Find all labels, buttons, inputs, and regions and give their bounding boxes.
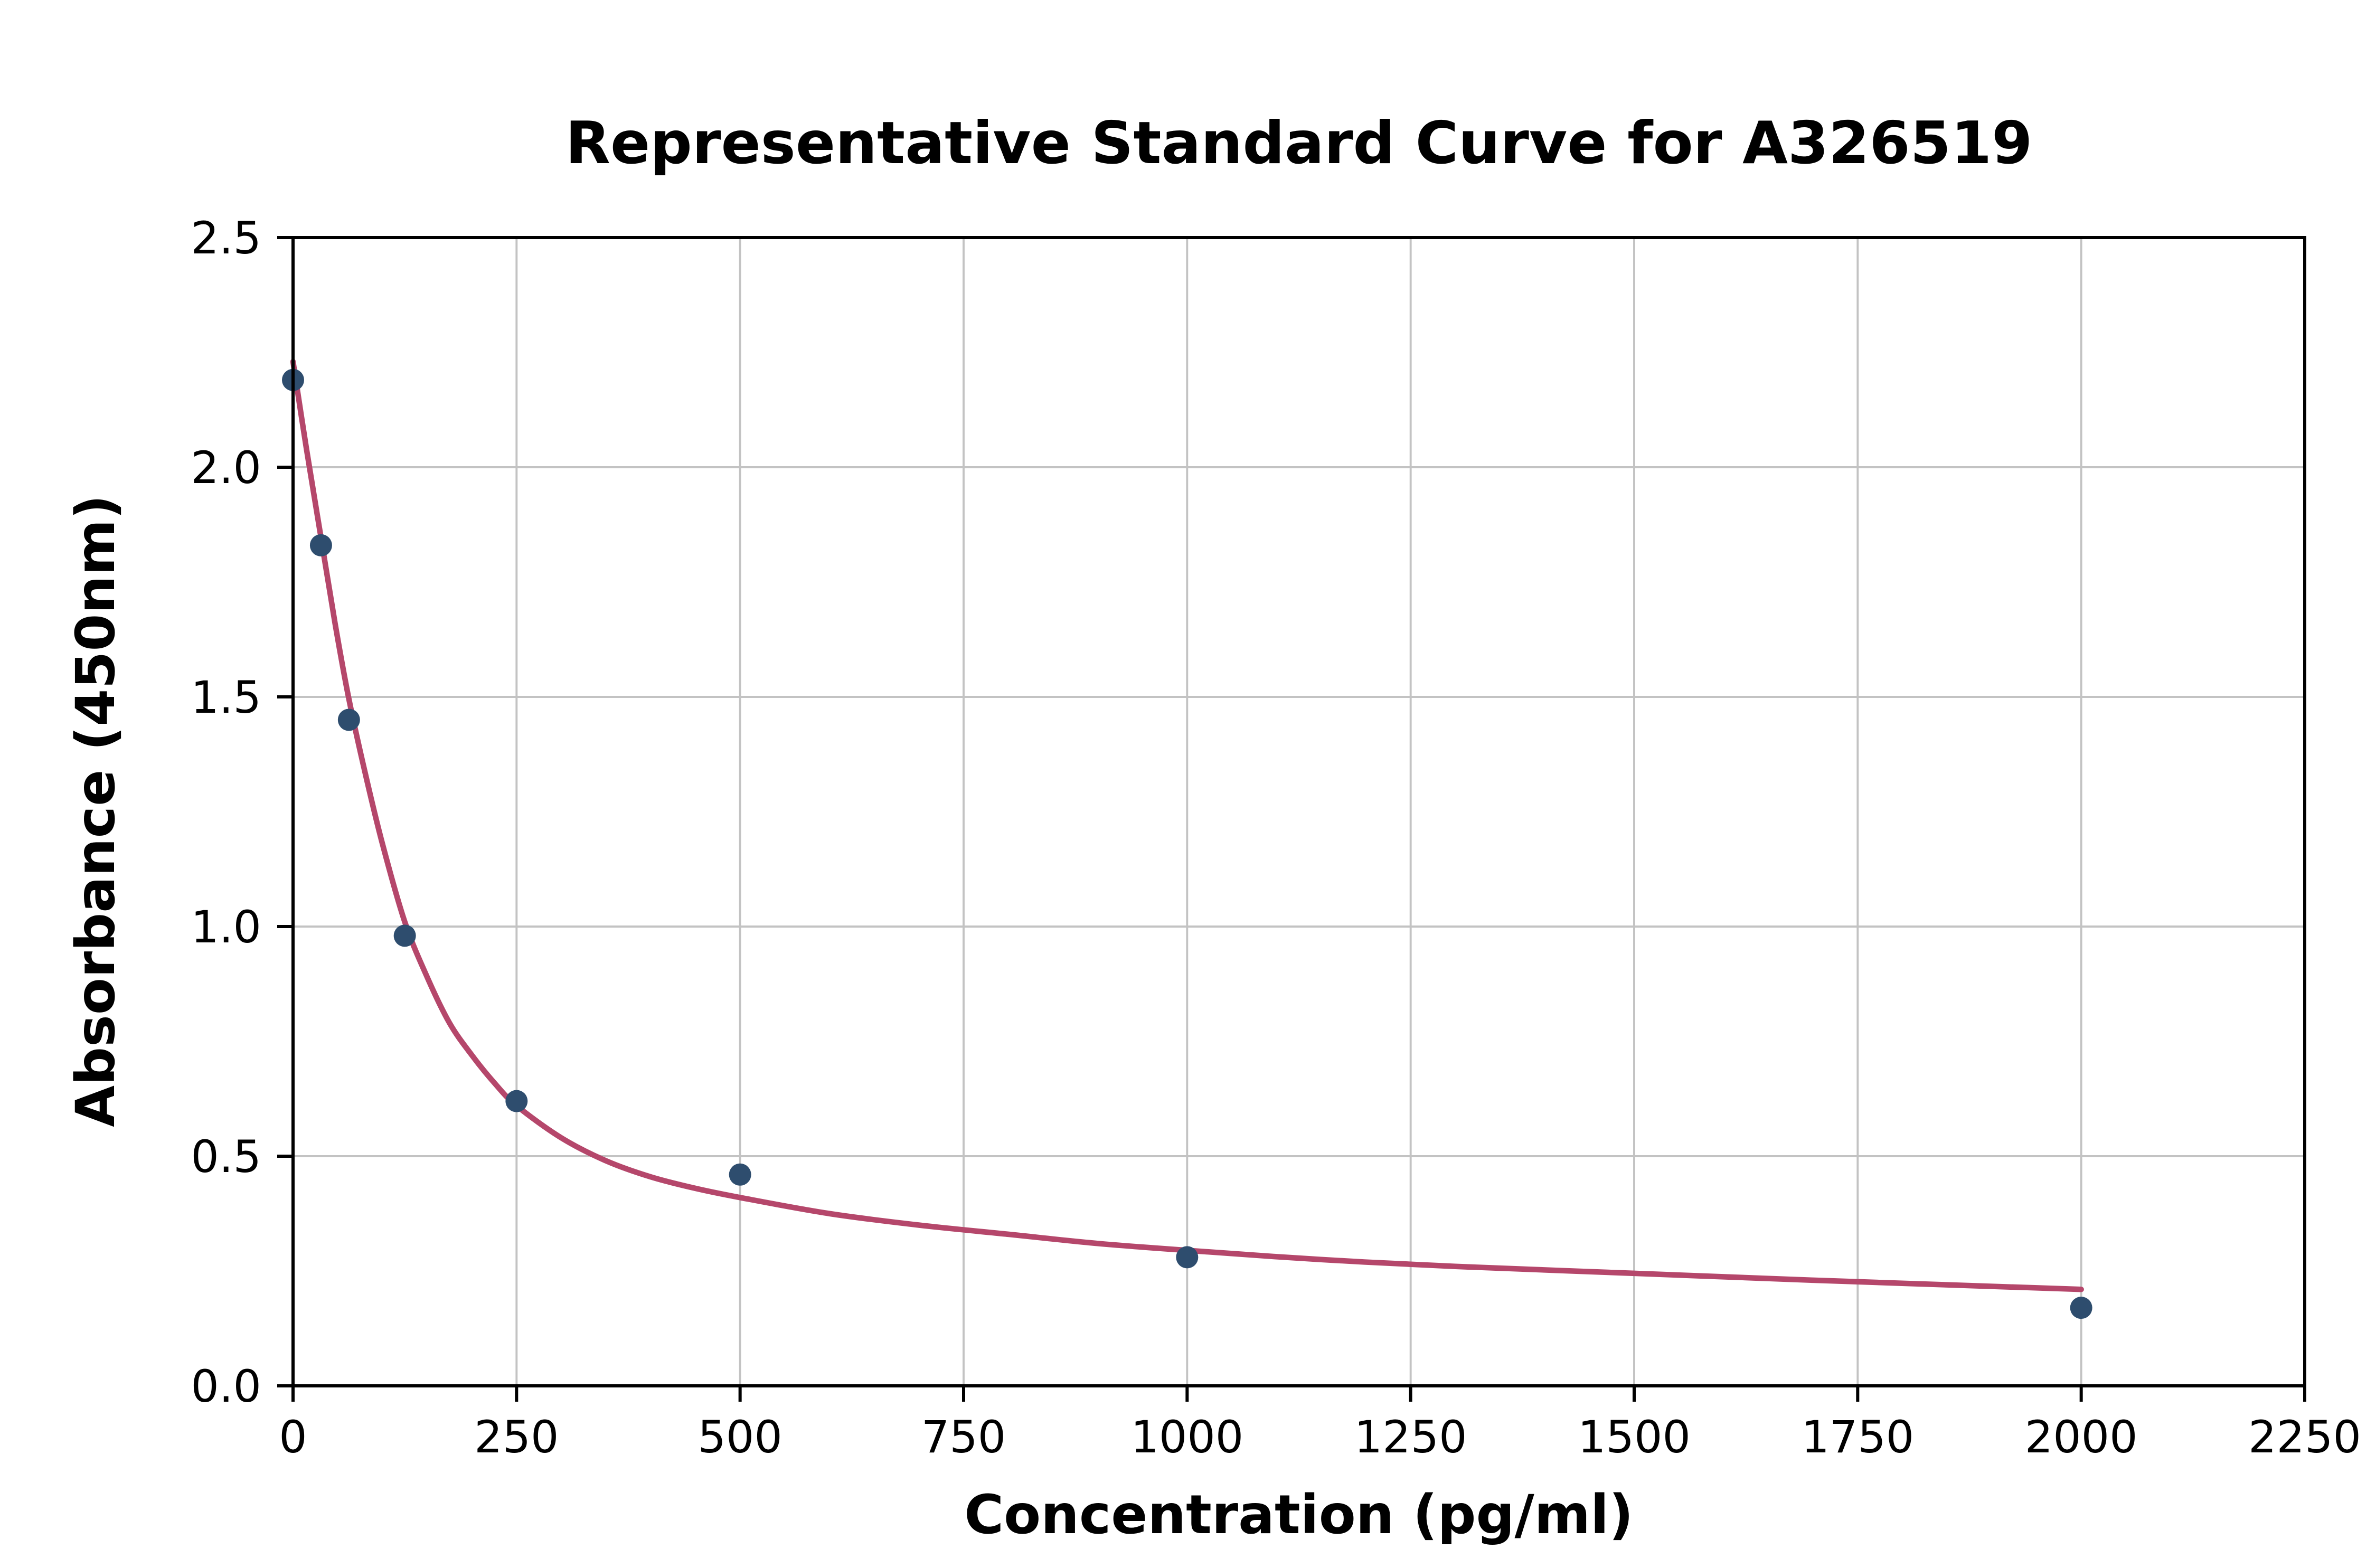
- data-point: [393, 924, 416, 947]
- data-point: [2070, 1297, 2092, 1319]
- x-tick-label: 500: [697, 1411, 782, 1463]
- plot-area: 0 250 500 750 1000 1250 1500 1750 2000 2250 0.0 0.5…: [191, 212, 2361, 1463]
- y-tick-label: 1.0: [191, 901, 261, 953]
- x-tick-label: 1750: [1801, 1411, 1914, 1463]
- x-tick-label: 1500: [1578, 1411, 1691, 1463]
- y-axis-label: Absorbance (450nm): [64, 495, 127, 1127]
- y-tick-label: 2.0: [191, 442, 261, 494]
- data-point: [337, 709, 360, 731]
- y-tick-label: 0.0: [191, 1361, 261, 1412]
- x-tick-label: 2000: [2025, 1411, 2138, 1463]
- x-tick-label: 1250: [1354, 1411, 1467, 1463]
- y-tick-label: 1.5: [191, 672, 261, 723]
- data-point: [505, 1090, 528, 1112]
- y-tick-label: 0.5: [191, 1131, 261, 1183]
- x-tick-label: 2250: [2248, 1411, 2361, 1463]
- chart-title: Representative Standard Curve for A32651…: [565, 109, 2033, 177]
- x-axis-label: Concentration (pg/ml): [964, 1484, 1633, 1546]
- data-point: [309, 534, 332, 556]
- fit-curve: [290, 358, 2084, 1292]
- x-tick-label: 750: [921, 1411, 1006, 1463]
- x-tick-label: 250: [474, 1411, 559, 1463]
- data-point: [1176, 1246, 1199, 1269]
- x-tick-label: 0: [279, 1411, 307, 1463]
- x-tick-label: 1000: [1130, 1411, 1243, 1463]
- data-point: [729, 1163, 751, 1186]
- y-tick-label: 2.5: [191, 212, 261, 264]
- plot-border: [291, 236, 2306, 1387]
